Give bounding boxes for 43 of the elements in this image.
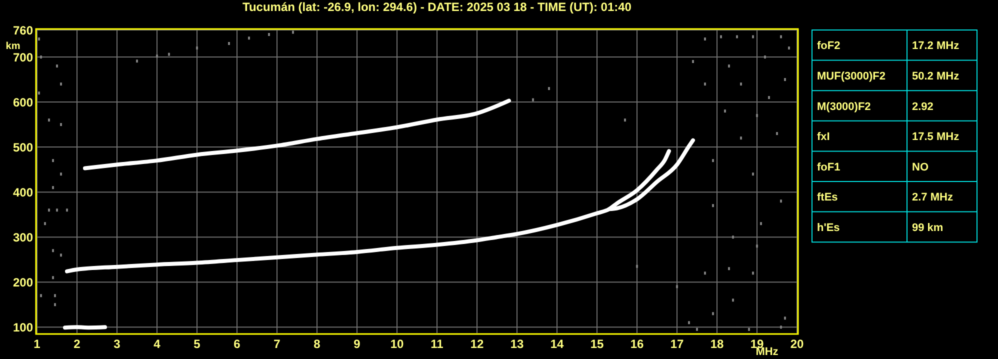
text: 99 km (912, 222, 944, 234)
x-tick-label: 5 (194, 337, 201, 351)
x-tick-label: 3 (114, 337, 121, 351)
x-tick-label: 7 (274, 337, 281, 351)
x-tick-label: 2 (74, 337, 81, 351)
x-tick-label: 13 (510, 337, 524, 351)
y-tick-label: 700 (12, 50, 34, 65)
y-tick-label: 100 (12, 320, 34, 335)
x-tick-label: 16 (630, 337, 644, 351)
x-tick-label: 14 (550, 337, 564, 351)
y-tick-label: 600 (12, 96, 34, 110)
x-tick-label: 1 (34, 337, 41, 351)
text: NO (912, 161, 929, 174)
text: 17.5 MHz (912, 131, 960, 144)
y-tick-label: 760 (12, 24, 34, 38)
y-tick-label: 300 (12, 230, 34, 245)
text: h'Es (817, 222, 840, 234)
text: foF2 (817, 40, 840, 52)
x-tick-label: 9 (354, 337, 361, 351)
text: 2.7 MHz (912, 192, 954, 204)
y-tick-label: 200 (12, 276, 34, 290)
text: M(3000)F2 (817, 100, 871, 113)
x-tick-label: 17 (670, 337, 684, 351)
x-tick-label: 4 (154, 337, 161, 351)
y-axis-title: km (6, 41, 20, 52)
chart-title: Tucumán (lat: -26.9, lon: 294.6) - DATE: 2025 03 18 - TIME (UT): 01:40 (242, 0, 632, 14)
text: foF1 (817, 161, 840, 174)
text: ftEs (817, 192, 838, 204)
text: 17.2 MHz (912, 40, 960, 52)
x-tick-label: 20 (790, 337, 804, 351)
y-tick-label: 500 (12, 140, 34, 155)
x-tick-label: 12 (470, 337, 484, 351)
text: 50.2 MHz (912, 70, 960, 82)
text: fxI (817, 131, 830, 144)
text: MUF(3000)F2 (817, 70, 886, 82)
x-tick-label: 6 (234, 337, 241, 351)
y-tick-label: 400 (12, 186, 34, 200)
x-tick-label: 11 (430, 337, 444, 351)
x-tick-label: 10 (390, 337, 404, 351)
text: 2.92 (912, 100, 934, 113)
x-tick-label: 18 (710, 337, 724, 351)
x-tick-label: 8 (314, 337, 321, 351)
x-tick-label: 15 (590, 337, 604, 351)
